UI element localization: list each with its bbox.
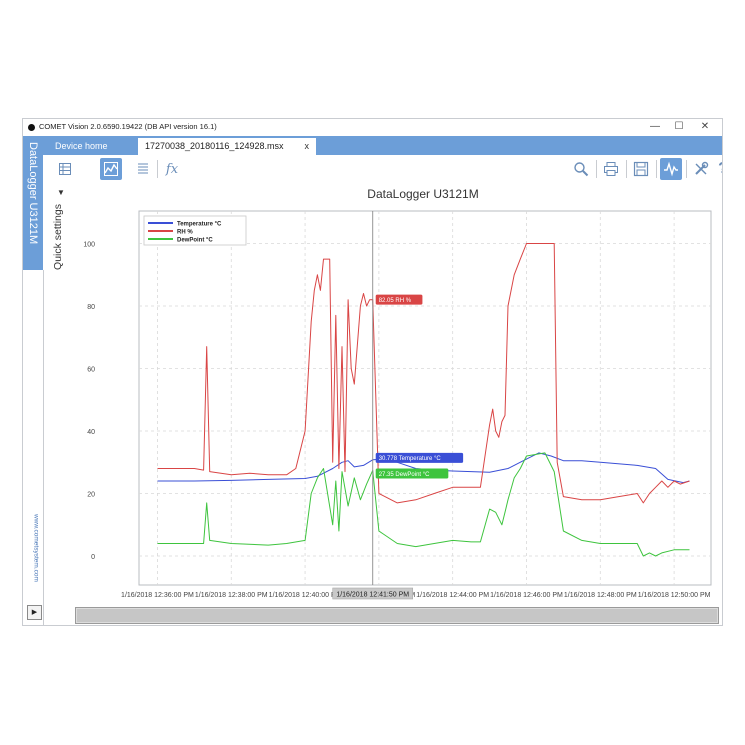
table-view-button[interactable] [54,158,76,180]
series-line [157,243,690,504]
app-window: COMET Vision 2.0.6590.19422 (DB API vers… [22,118,723,626]
x-tick-label: 1/16/2018 12:44:00 PM [416,592,489,599]
chart-horizontal-scrollbar[interactable] [75,607,719,624]
list-icon [138,163,148,174]
crosshair-time-badge [332,587,414,600]
y-tick-label: 60 [87,367,95,374]
y-tick-label: 100 [83,242,95,249]
y-tick-label: 40 [87,429,95,436]
function-button[interactable]: fx [161,158,183,180]
crosshair-readout-text: 30.778 Temperature °C [379,456,442,462]
minimize-button[interactable]: — [650,121,660,132]
graph-view-button[interactable] [100,158,122,180]
toolbar-separator [157,160,158,178]
legend-label: DewPoint °C [177,238,213,244]
list-view-button[interactable] [132,158,154,180]
tab-close-button[interactable]: x [304,141,310,151]
scrollbar-thumb[interactable] [77,609,717,622]
tab-file-label: 17270038_20180116_124928.msx [145,141,284,151]
x-tick-label: 1/16/2018 12:40:00 PM [269,592,342,599]
y-tick-label: 20 [87,492,95,499]
title-bar: COMET Vision 2.0.6590.19422 (DB API vers… [23,119,722,136]
maximize-button[interactable]: ☐ [674,121,684,132]
y-tick-label: 0 [91,554,95,561]
window-title: COMET Vision 2.0.6590.19422 (DB API vers… [39,122,217,131]
help-icon: ? [718,160,722,178]
x-tick-label: 1/16/2018 12:46:00 PM [490,592,563,599]
legend-label: RH % [177,230,193,236]
zoom-icon [574,162,589,177]
tab-file[interactable]: 17270038_20180116_124928.msx x [138,138,316,155]
toolbar: fx [43,155,722,183]
crosshair-readout-text: 27.35 DewPoint °C [379,472,430,478]
toolbar-separator [686,160,687,178]
toolbar-separator [626,160,627,178]
tools-icon [695,161,709,175]
y-tick-label: 80 [87,304,95,311]
x-tick-label: 1/16/2018 12:50:00 PM [638,592,711,599]
crosshair-readout-text: 82.05 RH % [379,298,412,304]
device-sidebar[interactable]: DataLogger U3121M [23,136,43,270]
legend-label: Temperature °C [177,222,222,228]
app-logo-icon [28,124,35,131]
save-button[interactable] [630,158,652,180]
chart-title: DataLogger U3121M [367,187,478,201]
sidebar-divider [43,270,44,625]
chart[interactable]: DataLogger U3121M 0 20 40 60 80 100 1/16/2018 1… [23,119,723,609]
expand-panel-button[interactable]: ▶ [27,605,42,620]
close-window-button[interactable]: ✕ [700,121,710,132]
crosshair-readout-badge [375,468,449,479]
function-icon: fx [165,161,179,177]
toolbar-separator [596,160,597,178]
x-tick-label: 1/16/2018 12:48:00 PM [564,592,637,599]
toolbar-separator [656,160,657,178]
x-tick-label: 1/16/2018 12:36:00 PM [121,592,194,599]
series-line [157,452,690,557]
quick-settings-toggle-icon[interactable]: ▼ [57,188,65,197]
plot-area [138,210,712,586]
print-button[interactable] [600,158,622,180]
x-tick-label: 1/16/2018 12:38:00 PM [195,592,268,599]
crosshair-time-label: 1/16/2018 12:41:50 PM [336,592,409,599]
analyze-icon [664,161,678,177]
help-button[interactable]: ? [714,158,722,180]
table-icon [59,163,71,175]
graph-icon [104,162,118,176]
tab-bar: Device home 17270038_20180116_124928.msx… [23,136,722,155]
tab-device-home[interactable]: Device home [55,141,108,151]
print-icon [604,162,618,176]
crosshair-readout-badge [375,452,464,463]
analyze-button[interactable] [660,158,682,180]
zoom-button[interactable] [570,158,592,180]
save-icon [633,161,649,177]
settings-button[interactable] [690,158,712,180]
crosshair-readout-badge [375,294,423,305]
